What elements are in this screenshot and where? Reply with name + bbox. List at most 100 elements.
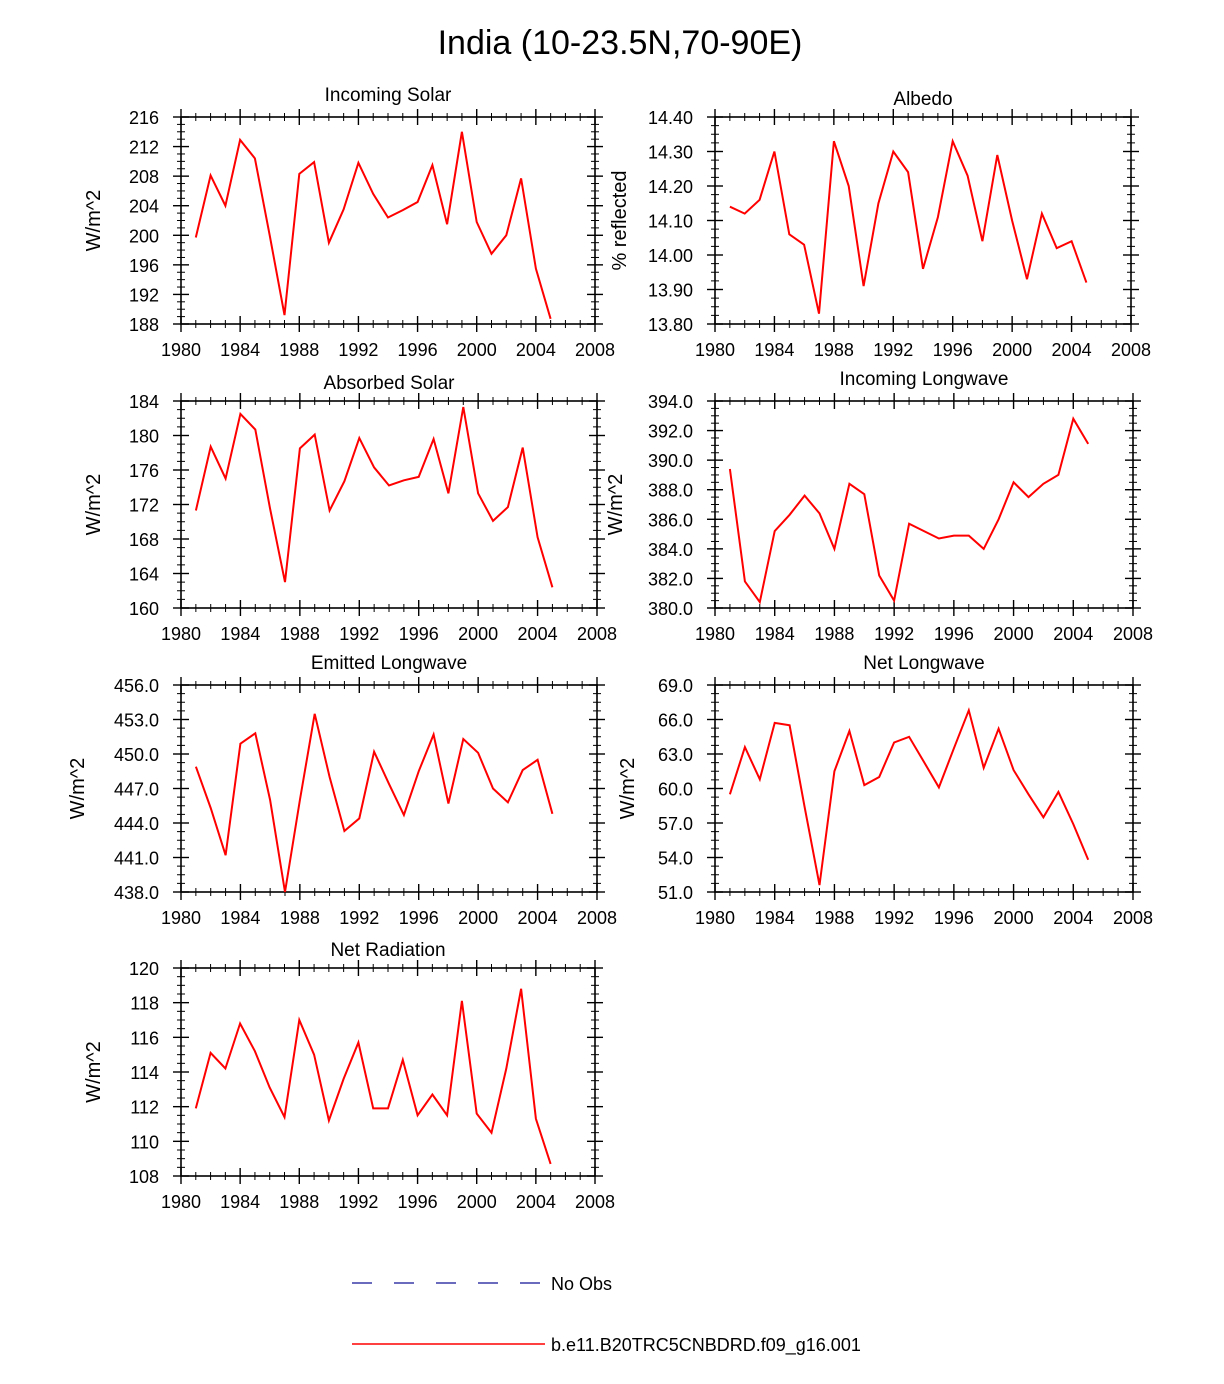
emitted-longwave-xtick-label: 2008 — [577, 908, 617, 928]
incoming-longwave-series-line — [728, 416, 1090, 605]
absorbed-solar-xtick-label: 1992 — [339, 624, 379, 644]
net-radiation-xtick-label: 1988 — [279, 1192, 319, 1212]
absorbed-solar-xtick-label: 1996 — [399, 624, 439, 644]
absorbed-solar-ytick-label: 180 — [129, 427, 159, 447]
incoming-longwave-ytick-label: 380.0 — [648, 599, 693, 619]
albedo-xtick-label: 2000 — [992, 340, 1032, 360]
incoming-solar-xtick-label: 1984 — [220, 340, 260, 360]
net-longwave-ytick-label: 57.0 — [658, 814, 693, 834]
net-radiation-ylabel: W/m^2 — [83, 1041, 105, 1103]
absorbed-solar-ytick-label: 168 — [129, 530, 159, 550]
net-radiation-ytick-label: 114 — [130, 1063, 159, 1083]
absorbed-solar-ytick-label: 164 — [129, 565, 159, 585]
emitted-longwave-ylabel: W/m^2 — [67, 758, 89, 820]
emitted-longwave-ytick-label: 456.0 — [114, 676, 159, 696]
emitted-longwave-title: Emitted Longwave — [311, 653, 467, 674]
incoming-longwave-xtick-label: 2000 — [994, 624, 1034, 644]
incoming-longwave-xtick-label: 1992 — [874, 624, 914, 644]
incoming-solar-series-line — [194, 131, 552, 320]
incoming-longwave-ytick-label: 386.0 — [648, 510, 693, 530]
legend-no-obs-label: No Obs — [551, 1274, 612, 1294]
net-longwave-ytick-label: 54.0 — [658, 849, 693, 869]
emitted-longwave-panel: Emitted Longwave 438.0 441.0 444.0 447.0 450.… — [67, 653, 617, 928]
net-longwave-xtick-label: 2004 — [1053, 908, 1093, 928]
incoming-longwave-ytick-label: 392.0 — [648, 422, 693, 442]
net-longwave-ytick-label: 60.0 — [658, 780, 693, 800]
net-radiation-xtick-label: 2000 — [457, 1192, 497, 1212]
emitted-longwave-ytick-label: 450.0 — [114, 745, 159, 765]
incoming-longwave-xtick-label: 2004 — [1053, 624, 1093, 644]
figure-title: India (10-23.5N,70-90E) — [438, 24, 803, 62]
legend-model-label: b.e11.B20TRC5CNBDRD.f09_g16.001 — [551, 1335, 861, 1356]
albedo-xtick-label: 1996 — [933, 340, 973, 360]
net-radiation-xtick-label: 2008 — [575, 1192, 615, 1212]
emitted-longwave-xtick-label: 1988 — [280, 908, 320, 928]
incoming-longwave-xtick-label: 1996 — [934, 624, 974, 644]
net-longwave-xtick-label: 1996 — [934, 908, 974, 928]
absorbed-solar-xtick-label: 1984 — [220, 624, 260, 644]
emitted-longwave-ytick-label: 441.0 — [114, 849, 159, 869]
albedo-title: Albedo — [893, 89, 952, 110]
emitted-longwave-xtick-label: 1992 — [339, 908, 379, 928]
incoming-solar-ylabel: W/m^2 — [83, 190, 105, 252]
emitted-longwave-xtick-label: 2004 — [518, 908, 558, 928]
albedo-xtick-label: 1980 — [695, 340, 735, 360]
albedo-ytick-label: 14.30 — [648, 143, 693, 163]
absorbed-solar-series-line — [194, 406, 554, 588]
incoming-longwave-ytick-label: 388.0 — [648, 481, 693, 501]
incoming-solar-title: Incoming Solar — [325, 85, 452, 106]
absorbed-solar-plot-frame — [180, 400, 598, 609]
incoming-solar-ytick-label: 212 — [129, 138, 159, 158]
albedo-ytick-label: 13.90 — [648, 281, 693, 301]
emitted-longwave-ytick-label: 438.0 — [114, 883, 159, 903]
incoming-longwave-ytick-label: 382.0 — [648, 569, 693, 589]
albedo-ytick-label: 13.80 — [648, 315, 693, 335]
emitted-longwave-series-line — [194, 713, 554, 893]
absorbed-solar-xtick-label: 2008 — [577, 624, 617, 644]
incoming-longwave-xtick-label: 1984 — [755, 624, 795, 644]
net-radiation-ytick-label: 112 — [130, 1098, 159, 1118]
net-longwave-ytick-label: 63.0 — [658, 745, 693, 765]
incoming-longwave-xtick-label: 1988 — [814, 624, 854, 644]
incoming-solar-xtick-label: 1988 — [279, 340, 319, 360]
incoming-solar-ytick-label: 208 — [129, 167, 159, 187]
incoming-solar-xtick-label: 1996 — [398, 340, 438, 360]
incoming-longwave-panel: Incoming Longwave 380.0 382.0 384.0 386.0 388… — [605, 369, 1153, 644]
incoming-longwave-ytick-label: 394.0 — [648, 392, 693, 412]
incoming-solar-ytick-label: 216 — [129, 108, 159, 128]
absorbed-solar-ytick-label: 184 — [129, 392, 159, 412]
incoming-solar-xtick-label: 2004 — [516, 340, 556, 360]
albedo-ytick-label: 14.40 — [648, 108, 693, 128]
absorbed-solar-xtick-label: 2000 — [458, 624, 498, 644]
net-radiation-series-line — [194, 988, 552, 1165]
emitted-longwave-xtick-label: 1996 — [399, 908, 439, 928]
incoming-longwave-ytick-label: 384.0 — [648, 540, 693, 560]
absorbed-solar-ytick-label: 176 — [129, 461, 159, 481]
net-radiation-xtick-label: 2004 — [516, 1192, 556, 1212]
absorbed-solar-ylabel: W/m^2 — [83, 474, 105, 536]
absorbed-solar-xtick-label: 1988 — [280, 624, 320, 644]
albedo-ytick-label: 14.00 — [648, 246, 693, 266]
albedo-xtick-label: 2008 — [1111, 340, 1151, 360]
incoming-solar-xtick-label: 2008 — [575, 340, 615, 360]
albedo-plot-frame — [714, 116, 1132, 325]
net-radiation-xtick-label: 1980 — [161, 1192, 201, 1212]
legend: No Obs b.e11.B20TRC5CNBDRD.f09_g16.001 — [352, 1274, 861, 1356]
net-longwave-ytick-label: 66.0 — [658, 711, 693, 731]
net-longwave-series-line — [728, 707, 1090, 886]
albedo-panel: Albedo 13.80 13.90 14.00 14.10 14.20 14.30 14.4… — [609, 89, 1151, 360]
incoming-solar-ytick-label: 196 — [129, 256, 159, 276]
net-longwave-panel: Net Longwave 51.0 54.0 57.0 60.0 63.0 66.0 69.0… — [617, 653, 1153, 928]
albedo-series-line — [729, 137, 1088, 314]
absorbed-solar-ytick-label: 160 — [129, 599, 159, 619]
incoming-longwave-xtick-label: 1980 — [695, 624, 735, 644]
net-radiation-xtick-label: 1996 — [398, 1192, 438, 1212]
albedo-ylabel: % reflected — [609, 170, 631, 270]
net-radiation-ytick-label: 118 — [130, 994, 159, 1014]
albedo-xtick-label: 1988 — [814, 340, 854, 360]
net-radiation-xtick-label: 1992 — [338, 1192, 378, 1212]
incoming-solar-xtick-label: 2000 — [457, 340, 497, 360]
emitted-longwave-xtick-label: 1980 — [161, 908, 201, 928]
albedo-ytick-label: 14.10 — [648, 212, 693, 232]
